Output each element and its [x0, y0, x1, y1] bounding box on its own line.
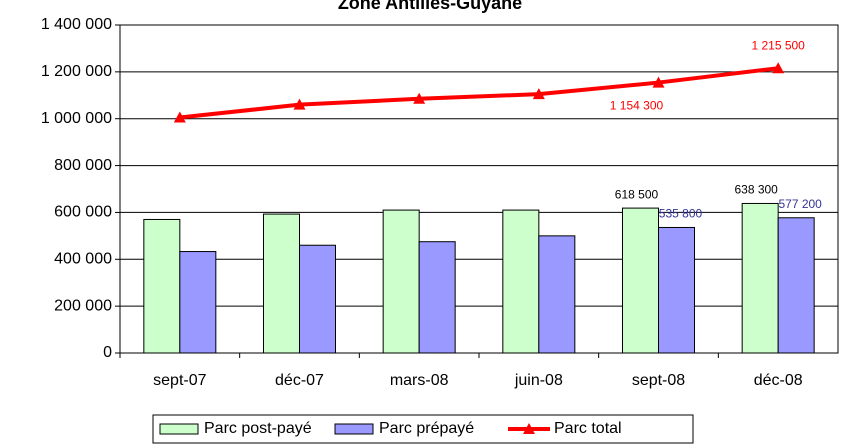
legend-label: Parc total	[554, 420, 622, 437]
bar	[658, 226, 695, 354]
bar	[777, 217, 815, 354]
y-tick-label: 1 200 000	[41, 63, 112, 80]
bar	[502, 209, 540, 354]
y-tick-label: 1 000 000	[41, 110, 112, 127]
marker	[532, 88, 545, 100]
bar	[143, 218, 181, 354]
x-tick-label: mars-08	[390, 372, 449, 389]
chart-title: Zone Antilles-Guyane	[338, 0, 522, 13]
y-tick-label: 0	[103, 344, 112, 361]
bar	[263, 213, 300, 354]
value-label: 535 800	[659, 207, 703, 221]
marker	[293, 98, 306, 110]
bar	[179, 251, 217, 354]
x-tick-label: déc-07	[275, 372, 324, 389]
value-label: 1 215 500	[751, 38, 805, 52]
x-tick-label: sept-08	[632, 372, 685, 389]
x-tick-label: juin-08	[514, 372, 563, 389]
marker	[652, 76, 665, 88]
marker	[413, 92, 426, 104]
y-tick-label: 200 000	[54, 297, 112, 314]
legend-swatch	[334, 423, 374, 435]
legend-label: Parc post-payé	[204, 420, 312, 437]
y-tick-label: 600 000	[54, 204, 112, 221]
y-tick-label: 400 000	[54, 251, 112, 268]
legend-box	[152, 414, 694, 444]
value-label: 577 200	[778, 197, 822, 211]
value-label: 1 154 300	[610, 99, 664, 113]
y-tick-label: 1 400 000	[41, 16, 112, 33]
bar	[382, 209, 420, 354]
line	[179, 66, 779, 120]
bar	[741, 202, 779, 354]
bar	[299, 244, 336, 354]
bar	[418, 241, 456, 354]
bar	[538, 235, 576, 354]
y-tick-label: 800 000	[54, 157, 112, 174]
value-label: 638 300	[734, 183, 778, 197]
x-tick-label: déc-08	[754, 372, 803, 389]
x-tick-label: sept-07	[153, 372, 206, 389]
marker	[173, 111, 186, 123]
bar	[622, 207, 659, 354]
legend-swatch	[159, 423, 199, 435]
value-label: 618 500	[615, 187, 659, 201]
legend-label: Parc prépayé	[379, 420, 474, 437]
marker	[772, 62, 785, 74]
legend-marker	[523, 423, 535, 434]
